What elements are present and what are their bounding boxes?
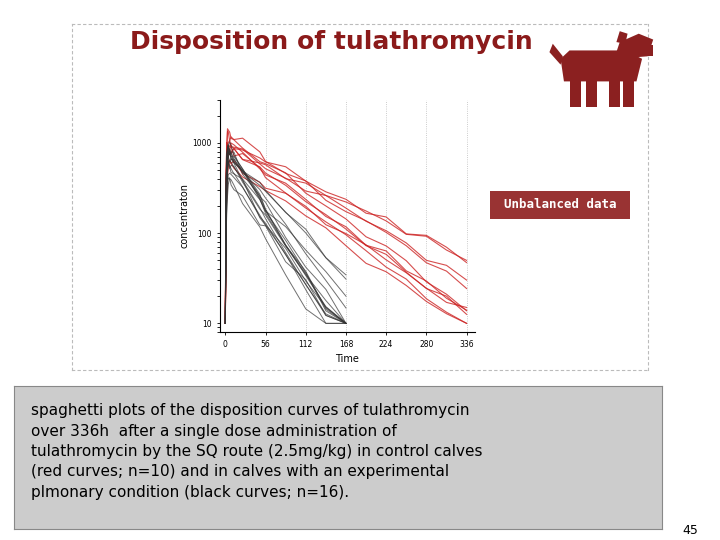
Polygon shape [639, 45, 653, 56]
Bar [608, 77, 620, 106]
Polygon shape [616, 31, 628, 44]
Polygon shape [616, 33, 653, 59]
Y-axis label: concentraton: concentraton [180, 184, 190, 248]
Bar [570, 77, 581, 106]
Bar [623, 77, 634, 106]
Polygon shape [549, 44, 563, 65]
Text: Disposition of tulathromycin: Disposition of tulathromycin [130, 30, 533, 53]
Text: spaghetti plots of the disposition curves of tulathromycin
over 336h  after a si: spaghetti plots of the disposition curve… [30, 403, 482, 500]
X-axis label: Time: Time [336, 354, 359, 364]
Bar [586, 77, 598, 106]
Polygon shape [561, 50, 642, 82]
Text: 45: 45 [683, 524, 698, 537]
Text: Unbalanced data: Unbalanced data [503, 198, 616, 211]
